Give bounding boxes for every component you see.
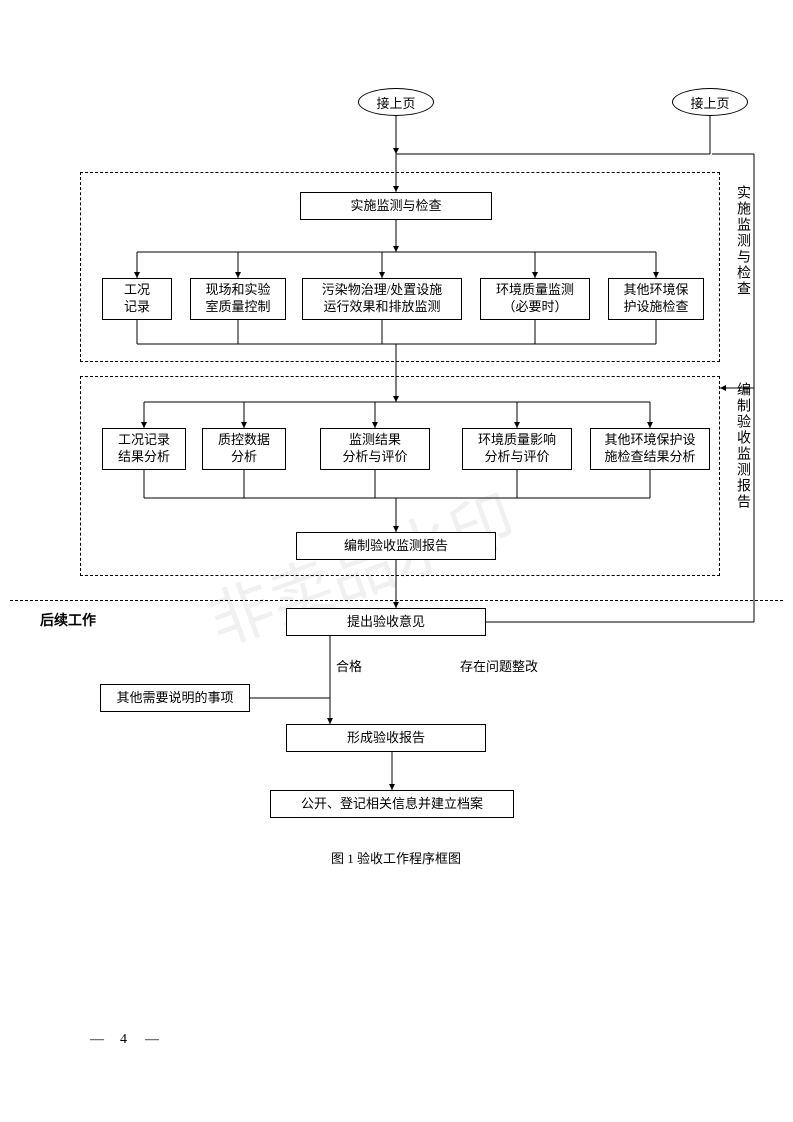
box-g1-item-0: 工况 记录 xyxy=(102,278,172,320)
group2-side-label: 编制验收监测报告 xyxy=(732,382,753,510)
box-g2-item-3: 环境质量影响 分析与评价 xyxy=(462,428,572,470)
box-text: 现场和实验 室质量控制 xyxy=(205,282,270,316)
box-g2-item-2: 监测结果 分析与评价 xyxy=(320,428,430,470)
box-text: 监测结果 分析与评价 xyxy=(342,432,407,466)
box-text: 环境质量监测 （必要时） xyxy=(496,282,574,316)
box-text: 质控数据 分析 xyxy=(218,432,270,466)
box-text: 工况记录 结果分析 xyxy=(118,432,170,466)
box-g2-item-4: 其他环境保护设 施检查结果分析 xyxy=(590,428,710,470)
box-g1-item-4: 其他环境保 护设施检查 xyxy=(608,278,704,320)
box-text: 污染物治理/处置设施 运行效果和排放监测 xyxy=(322,282,443,316)
box-text: 提出验收意见 xyxy=(347,614,425,631)
box-form-report: 形成验收报告 xyxy=(286,724,486,752)
connector-oval-top-left: 接上页 xyxy=(358,88,434,116)
oval-label: 接上页 xyxy=(376,93,415,112)
box-compile-report: 编制验收监测报告 xyxy=(296,532,496,560)
label-fail: 存在问题整改 xyxy=(460,656,538,675)
box-text: 工况 记录 xyxy=(124,282,150,316)
box-text: 形成验收报告 xyxy=(347,730,425,747)
box-publish: 公开、登记相关信息并建立档案 xyxy=(270,790,514,818)
figure-caption: 图 1 验收工作程序框图 xyxy=(246,848,546,867)
box-g1-item-1: 现场和实验 室质量控制 xyxy=(190,278,286,320)
page-number-dash-right: — xyxy=(145,1032,159,1048)
box-g1-item-2: 污染物治理/处置设施 运行效果和排放监测 xyxy=(302,278,462,320)
box-g2-item-0: 工况记录 结果分析 xyxy=(102,428,186,470)
box-text: 其他环境保 护设施检查 xyxy=(623,282,688,316)
section-divider xyxy=(10,600,783,601)
box-text: 环境质量影响 分析与评价 xyxy=(478,432,556,466)
page-number-dash-left: — xyxy=(90,1032,104,1048)
connector-oval-top-right: 接上页 xyxy=(672,88,748,116)
box-g2-item-1: 质控数据 分析 xyxy=(202,428,286,470)
box-text: 公开、登记相关信息并建立档案 xyxy=(301,796,483,813)
label-pass: 合格 xyxy=(336,656,362,675)
box-g1-item-3: 环境质量监测 （必要时） xyxy=(480,278,590,320)
box-text: 其他环境保护设 施检查结果分析 xyxy=(604,432,695,466)
group1-side-label: 实施监测与检查 xyxy=(732,185,753,297)
box-implement-header: 实施监测与检查 xyxy=(300,192,492,220)
box-opinion: 提出验收意见 xyxy=(286,608,486,636)
box-other-notes: 其他需要说明的事项 xyxy=(100,684,250,712)
page-number: 4 xyxy=(120,1032,127,1048)
box-text: 实施监测与检查 xyxy=(350,198,441,215)
box-text: 其他需要说明的事项 xyxy=(116,690,233,707)
section-label-followup: 后续工作 xyxy=(40,610,96,630)
box-text: 编制验收监测报告 xyxy=(344,538,448,555)
oval-label: 接上页 xyxy=(690,93,729,112)
